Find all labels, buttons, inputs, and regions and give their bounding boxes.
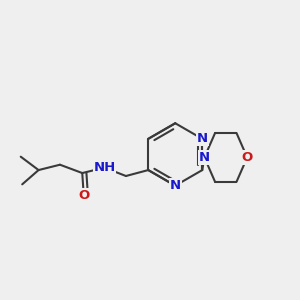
Text: N: N <box>199 151 210 164</box>
Text: O: O <box>242 151 253 164</box>
Text: N: N <box>170 179 181 192</box>
Text: O: O <box>78 189 89 202</box>
Text: NH: NH <box>93 161 116 174</box>
Text: N: N <box>197 132 208 146</box>
